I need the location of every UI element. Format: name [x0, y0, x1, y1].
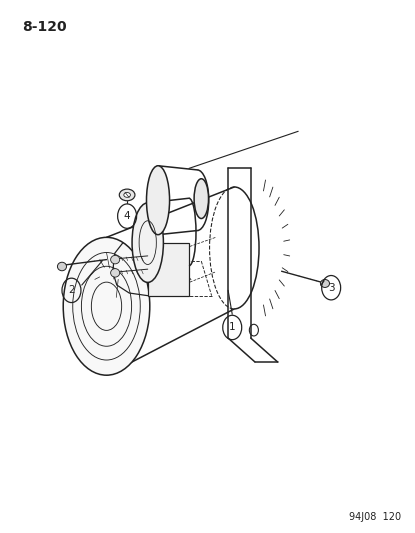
Text: 1: 1 — [229, 322, 236, 333]
Text: 2: 2 — [68, 285, 75, 295]
Ellipse shape — [63, 237, 150, 375]
Ellipse shape — [124, 192, 130, 197]
Text: 3: 3 — [328, 282, 334, 293]
Text: 94J08  120: 94J08 120 — [349, 512, 401, 522]
Ellipse shape — [57, 262, 66, 271]
Ellipse shape — [132, 203, 164, 282]
Text: 8-120: 8-120 — [22, 20, 67, 34]
Ellipse shape — [111, 255, 120, 264]
Ellipse shape — [194, 179, 208, 219]
Text: 4: 4 — [124, 211, 130, 221]
Ellipse shape — [119, 189, 135, 201]
Ellipse shape — [320, 279, 330, 287]
Ellipse shape — [111, 269, 120, 277]
FancyBboxPatch shape — [148, 243, 189, 296]
Ellipse shape — [146, 166, 170, 235]
